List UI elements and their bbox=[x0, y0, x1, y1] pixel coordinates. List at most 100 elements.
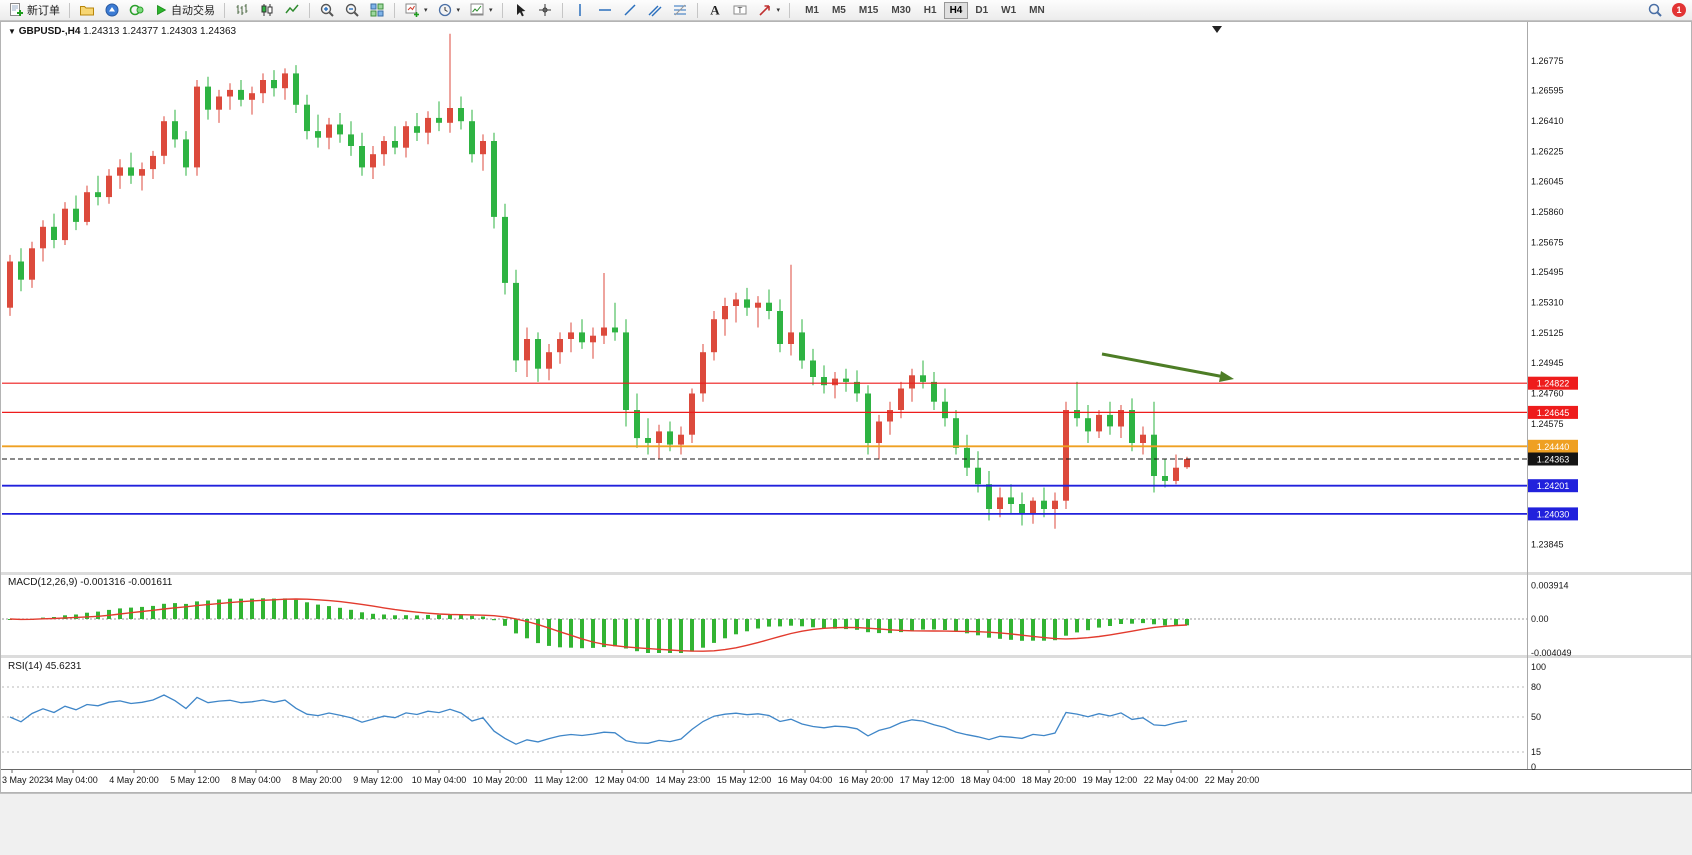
text-label-tool-button[interactable]: T bbox=[728, 1, 752, 20]
price-axis-label: 1.23845 bbox=[1531, 539, 1564, 549]
candle-bullish bbox=[887, 410, 893, 422]
trendline-tool-button[interactable] bbox=[618, 1, 642, 20]
pane-splitter[interactable] bbox=[0, 655, 1692, 658]
timeframe-m5-button[interactable]: M5 bbox=[826, 2, 852, 19]
timeframe-h4-button[interactable]: H4 bbox=[943, 1, 969, 19]
macd-bar bbox=[701, 619, 705, 648]
macd-bar bbox=[756, 619, 760, 629]
vertical-line-icon bbox=[578, 4, 581, 16]
cursor-button[interactable] bbox=[508, 1, 532, 20]
profiles-button[interactable] bbox=[75, 1, 99, 20]
timeframe-m1-button[interactable]: M1 bbox=[799, 2, 825, 19]
time-axis: 3 May 20234 May 04:00 4 May 20:00 5 May 12… bbox=[2, 769, 1259, 785]
navigator-button[interactable] bbox=[125, 1, 149, 20]
macd-bar bbox=[624, 619, 628, 649]
search-button[interactable] bbox=[1643, 1, 1667, 20]
candle-bearish bbox=[920, 375, 926, 382]
chart-window: 1.26775 1.26595 1.26410 1.26225 1.26045 1.258… bbox=[0, 21, 1692, 793]
new-order-button[interactable]: 新订单 bbox=[4, 1, 64, 20]
timeframe-d1-button[interactable]: D1 bbox=[969, 2, 994, 19]
svg-text:1.24363: 1.24363 bbox=[1537, 455, 1570, 465]
chart-canvas[interactable]: 1.26775 1.26595 1.26410 1.26225 1.26045 1.258… bbox=[0, 21, 1692, 793]
market-watch-button[interactable] bbox=[100, 1, 124, 20]
macd-bar bbox=[921, 619, 925, 630]
time-axis-label: 18 May 04:00 bbox=[961, 775, 1016, 785]
periods-button[interactable]: ▾ bbox=[433, 1, 465, 20]
candle-bearish bbox=[238, 89, 244, 100]
candle-bullish bbox=[909, 375, 915, 389]
candle-bullish bbox=[568, 332, 574, 339]
new-chart-icon bbox=[405, 3, 419, 17]
price-axis-label: 1.25860 bbox=[1531, 207, 1564, 217]
macd-bar bbox=[789, 619, 793, 626]
chart-collapse-icon[interactable]: ▼ bbox=[8, 27, 16, 36]
time-scale-drag-area[interactable] bbox=[0, 769, 1692, 793]
candle-bearish bbox=[986, 484, 992, 509]
search-icon bbox=[1648, 3, 1662, 17]
timeframe-h1-button[interactable]: H1 bbox=[918, 2, 943, 19]
zoom-out-button[interactable] bbox=[340, 1, 364, 20]
macd-bar bbox=[294, 599, 298, 619]
macd-bar bbox=[85, 612, 89, 619]
text-tool-button[interactable]: A bbox=[703, 1, 727, 20]
candle-bullish bbox=[40, 226, 46, 249]
macd-bar bbox=[745, 619, 749, 632]
time-axis-label: 12 May 04:00 bbox=[595, 775, 650, 785]
candle-bearish bbox=[810, 360, 816, 377]
candle-bearish bbox=[865, 393, 871, 443]
candle-bearish bbox=[931, 381, 937, 402]
macd-bar bbox=[536, 619, 540, 644]
autotrading-label: 自动交易 bbox=[171, 5, 215, 17]
price-scale-drag-area[interactable] bbox=[1527, 21, 1692, 769]
candle-bearish bbox=[1074, 410, 1080, 419]
dropdown-caret-icon: ▾ bbox=[489, 6, 493, 14]
timeframe-m30-button[interactable]: M30 bbox=[885, 2, 916, 19]
candle-bearish bbox=[1151, 434, 1157, 476]
notification-badge[interactable]: 1 bbox=[1672, 3, 1686, 17]
zoom-in-icon bbox=[320, 3, 334, 17]
new-chart-button[interactable]: ▾ bbox=[400, 1, 432, 20]
candle-bullish bbox=[216, 96, 222, 110]
candle-bearish bbox=[953, 418, 959, 448]
zoom-in-button[interactable] bbox=[315, 1, 339, 20]
horizontal-line-icon bbox=[598, 9, 611, 11]
macd-bar bbox=[514, 619, 518, 634]
new-order-label: 新订单 bbox=[27, 5, 60, 17]
timeframe-w1-button[interactable]: W1 bbox=[995, 2, 1022, 19]
chart-shift-marker-icon[interactable] bbox=[1212, 26, 1222, 33]
horizontal-line-tool-button[interactable] bbox=[593, 1, 617, 20]
candle-bullish bbox=[1030, 500, 1036, 514]
toolbar-separator bbox=[69, 2, 70, 18]
candle-bullish bbox=[84, 192, 90, 222]
autotrading-button[interactable]: 自动交易 bbox=[150, 1, 219, 20]
channel-tool-button[interactable] bbox=[643, 1, 667, 20]
macd-bar bbox=[1064, 619, 1068, 636]
price-badge: 1.24363 bbox=[1528, 452, 1578, 466]
vertical-line-tool-button[interactable] bbox=[568, 1, 592, 20]
line-chart-button[interactable] bbox=[280, 1, 304, 20]
macd-bar bbox=[371, 613, 375, 619]
macd-bar bbox=[162, 603, 166, 619]
candle-bullish bbox=[997, 497, 1003, 509]
fibonacci-tool-button[interactable] bbox=[668, 1, 692, 20]
bar-chart-button[interactable] bbox=[230, 1, 254, 20]
macd-bar bbox=[635, 619, 639, 652]
macd-bar bbox=[327, 606, 331, 619]
timeframe-m15-button[interactable]: M15 bbox=[853, 2, 884, 19]
trend-arrow[interactable] bbox=[1101, 352, 1234, 382]
toolbar: 新订单 自动交易 bbox=[0, 0, 1692, 21]
rsi-axis-label: 50 bbox=[1531, 712, 1541, 722]
candlestick-chart-button[interactable] bbox=[255, 1, 279, 20]
toolbar-separator bbox=[309, 2, 310, 18]
svg-text:1.24822: 1.24822 bbox=[1537, 379, 1570, 389]
candle-bearish bbox=[942, 401, 948, 419]
tile-windows-button[interactable] bbox=[365, 1, 389, 20]
svg-text:T: T bbox=[737, 6, 742, 15]
pane-splitter[interactable] bbox=[0, 572, 1692, 575]
price-axis-label: 1.25310 bbox=[1531, 298, 1564, 308]
arrows-tool-button[interactable]: ▾ bbox=[753, 1, 785, 20]
crosshair-button[interactable] bbox=[533, 1, 557, 20]
macd-indicator-values: -0.001316 -0.001611 bbox=[80, 577, 173, 588]
timeframe-mn-button[interactable]: MN bbox=[1023, 2, 1051, 19]
templates-button[interactable]: ▾ bbox=[465, 1, 497, 20]
